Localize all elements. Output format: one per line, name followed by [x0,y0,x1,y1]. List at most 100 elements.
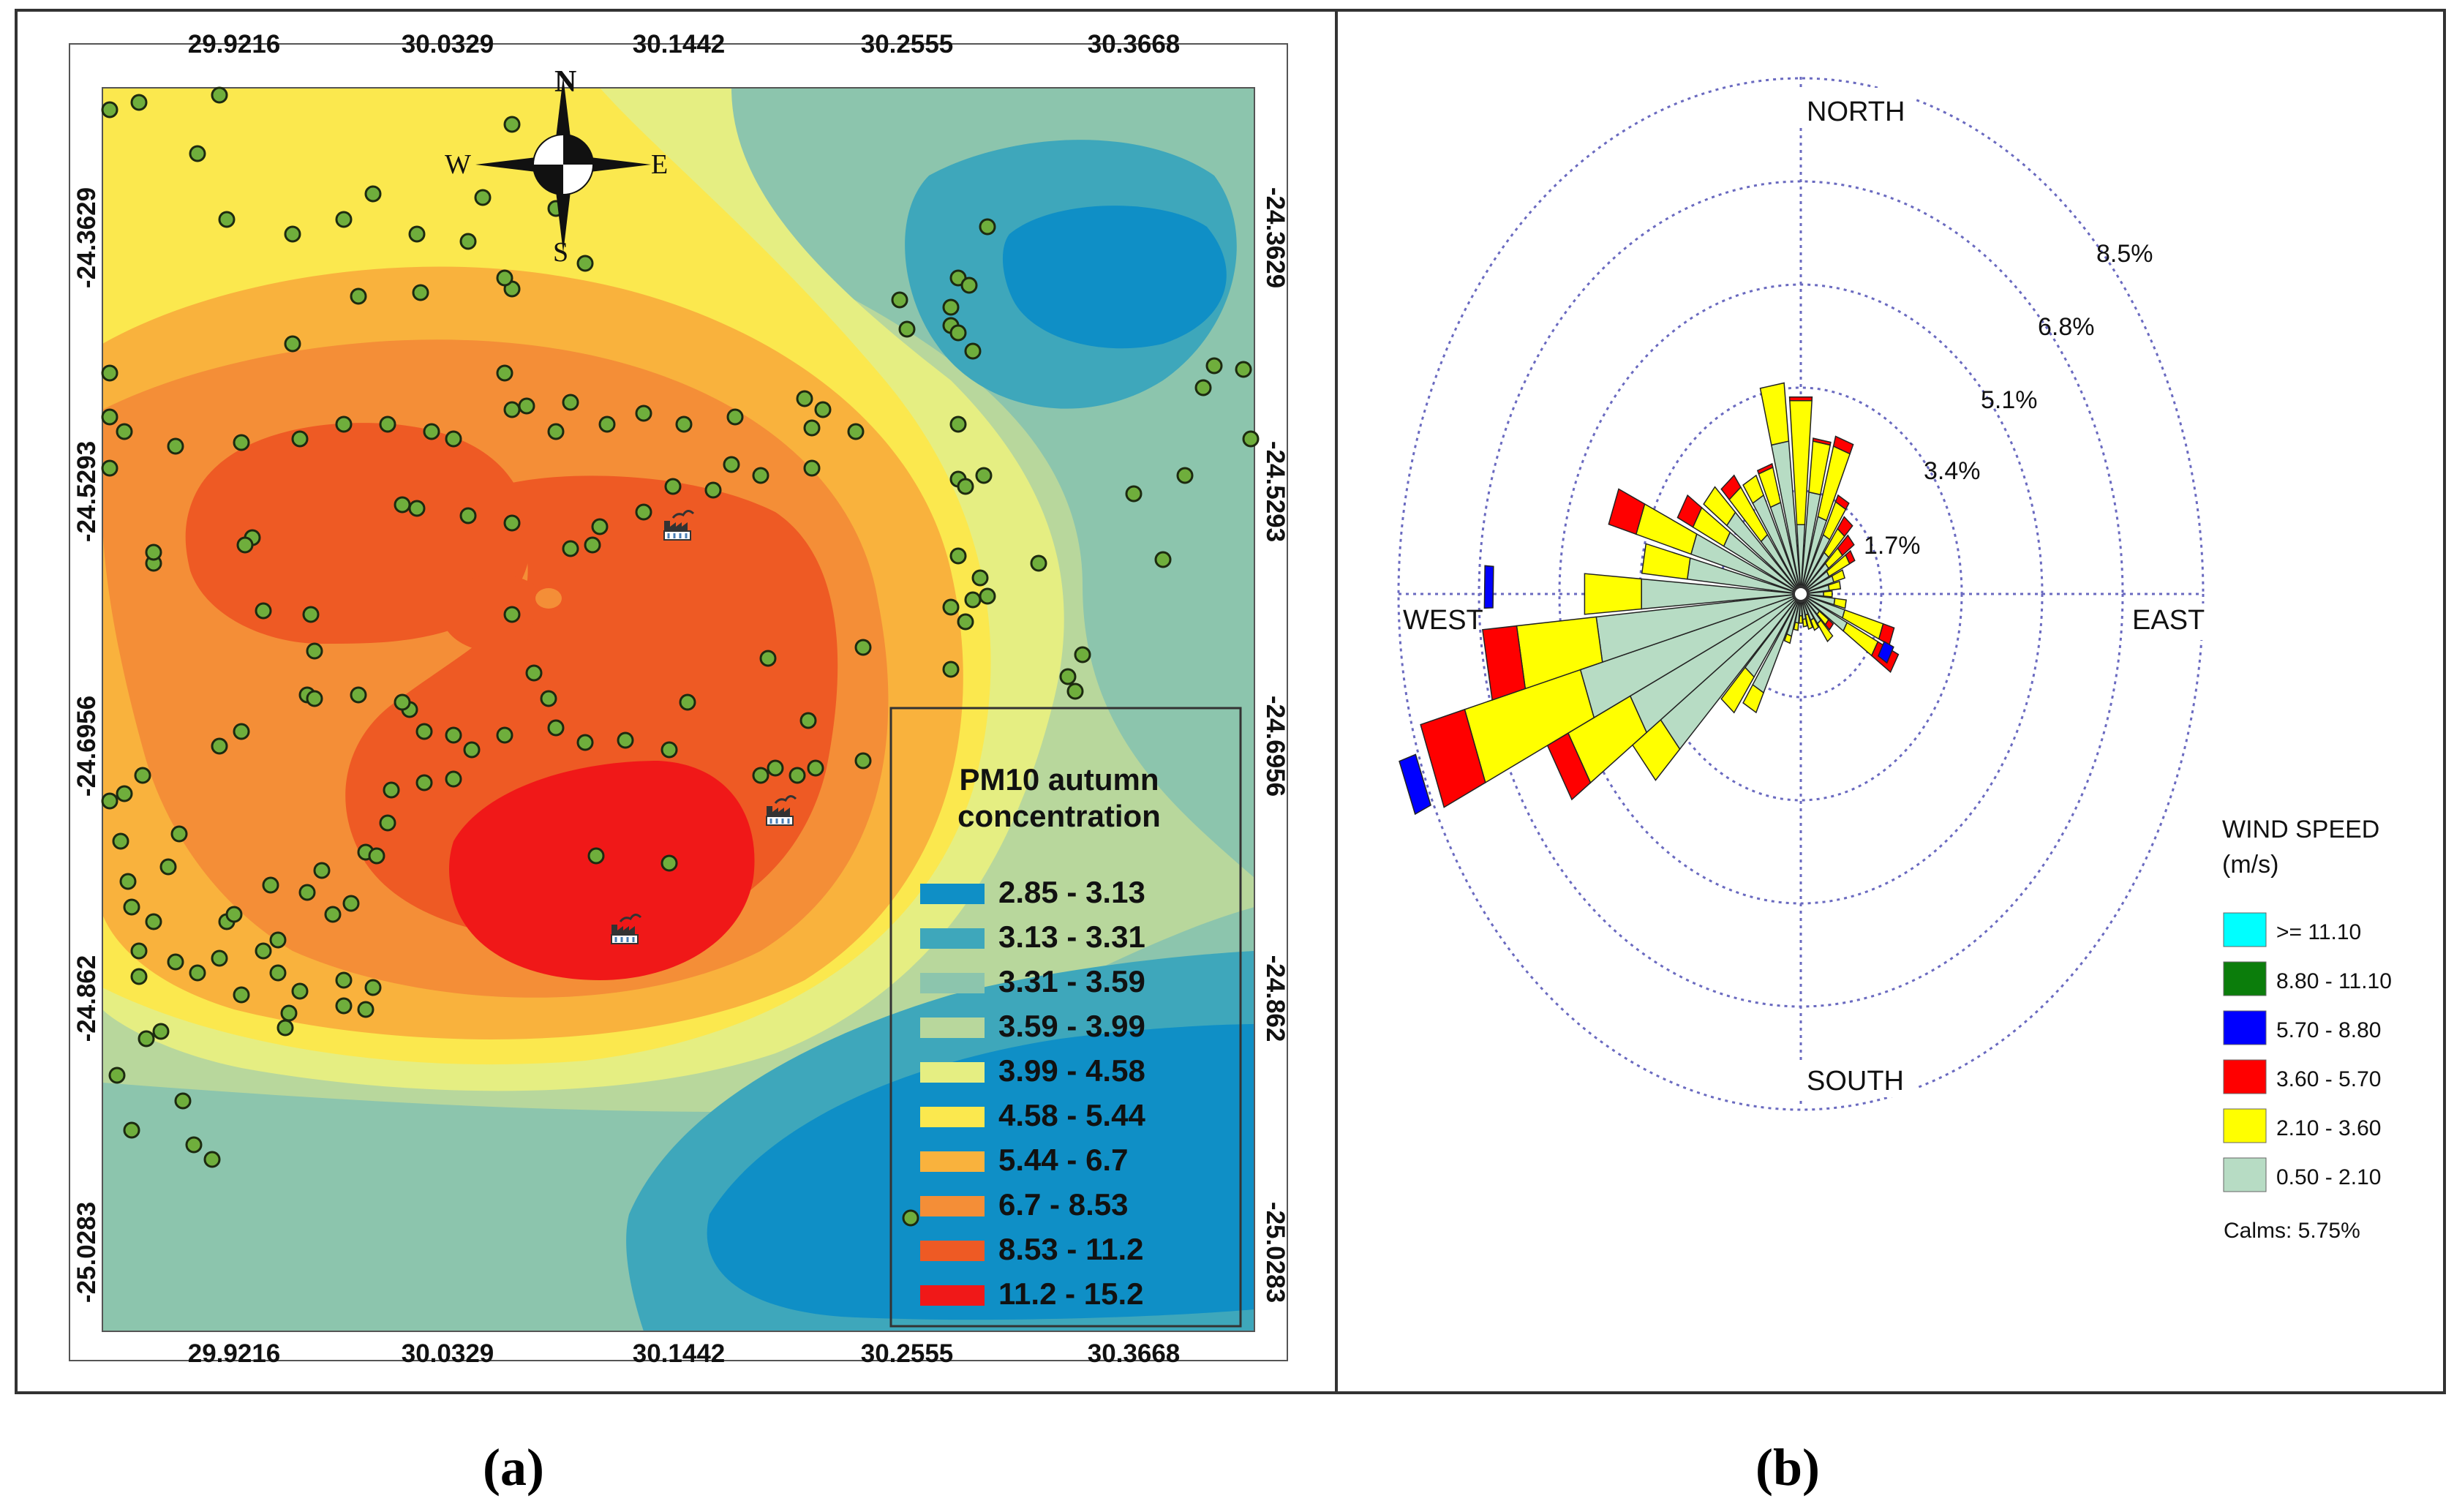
panel-b-wind-rose: NORTH SOUTH EAST WEST 1.7% 3.4% 5.1% 6.8% 8.… [1397,77,2392,1243]
x-tick-label: 30.3668 [1088,30,1181,59]
wind-rose-petal [1798,615,1804,624]
sampling-point [679,693,696,711]
sampling-point [474,189,492,206]
compass-arrow-west [475,156,549,173]
wind-rose-petal [1641,543,1691,580]
sampling-point [1030,554,1047,572]
wind-rose-petal [1824,618,1834,631]
sampling-point [964,342,982,360]
legend-label: 3.99 - 4.58 [998,1053,1145,1088]
legend-label: 11.2 - 15.2 [998,1276,1144,1311]
x-tick-label: 30.2555 [861,1339,954,1368]
sampling-point [587,847,605,865]
sampling-point [803,459,821,477]
wind-rose-petal [1703,486,1736,527]
sampling-point [445,430,462,448]
ring-label: 5.1% [1981,386,2038,414]
sampling-point [255,602,272,620]
sampling-point [211,737,228,755]
sampling-point [116,423,133,440]
sampling-point [298,884,316,901]
sampling-point [101,101,118,119]
x-tick-label: 30.3668 [1088,1339,1181,1368]
legend-label: 3.13 - 3.31 [998,919,1145,954]
y-tick-label: -24.3629 [1261,187,1290,288]
sampling-point [101,364,118,382]
y-tick-label: -25.0283 [1261,1202,1290,1303]
sampling-point [262,876,279,894]
wind-legend-swatch [2223,1108,2267,1143]
sampling-point [236,536,254,554]
wind-rose-petals [1399,382,1900,816]
wind-rose-petal [1833,598,1847,609]
sampling-points [101,86,1260,1227]
sampling-point [269,964,287,982]
wind-rose-petal [1804,613,1813,631]
sampling-point [189,145,206,162]
compass-arrow-east [578,156,651,173]
sampling-point [584,536,601,554]
sampling-point [170,825,188,843]
sampling-point [723,456,740,473]
x-tick-label: 29.9216 [188,1339,281,1368]
wind-rose-petal [1483,565,1494,609]
sampling-point [942,598,960,616]
sampling-point [123,898,140,916]
wind-rose-petal [1837,534,1855,557]
sampling-point [185,1136,203,1154]
sampling-point [617,731,634,749]
sampling-point [145,913,162,930]
sampling-point [503,401,521,418]
x-tick-label: 30.2555 [861,30,954,59]
ring-label: 6.8% [2038,313,2095,341]
zone-2-85-3-13-northeast [1002,206,1227,349]
wind-legend-label: 0.50 - 2.10 [2276,1165,2381,1189]
x-tick-label: 30.1442 [633,1339,726,1368]
legend-label: 2.85 - 3.13 [998,875,1145,909]
wind-legend-title: WIND SPEED [2222,816,2379,843]
compass-label-n: N [554,65,576,99]
direction-west: WEST [1403,605,1483,636]
x-axis-bottom: 29.9216 30.0329 30.1442 30.2555 30.3668 [188,1339,1181,1368]
sampling-point [445,770,462,788]
sampling-point [1235,361,1252,378]
wind-rose-petal [1759,382,1790,446]
wind-rose-petal [1823,590,1833,598]
label-bg [1799,1061,1916,1097]
x-tick-label: 29.9216 [188,30,281,59]
map-legend-title: PM10 autumn [959,762,1159,797]
sampling-point [342,895,360,912]
wind-rose-petal [1783,633,1793,644]
sampling-point [306,690,323,707]
sampling-point [313,862,331,879]
wind-rose-petal [1399,753,1431,816]
sampling-point [1154,551,1172,568]
sampling-point [130,968,148,985]
legend-label: 5.44 - 6.7 [998,1143,1128,1177]
wind-rose-petal [1832,435,1854,455]
y-tick-label: -24.862 [1261,955,1290,1042]
x-tick-label: 30.0329 [402,1339,494,1368]
wind-rose-petal [1584,573,1642,615]
wind-legend-label: 2.10 - 3.60 [2276,1116,2381,1140]
sampling-point [496,364,513,382]
y-axis-right: -24.3629 -24.5293 -24.6956 -24.862 -25.0283 [1261,187,1290,1303]
legend-label: 3.59 - 3.99 [998,1009,1145,1043]
sampling-point [335,997,353,1015]
map-legend: PM10 autumn concentration 2.85 - 3.13 3.1… [889,707,1242,1328]
sampling-point [463,741,481,759]
zone-8-53-11-2-bridge [446,575,541,652]
sampling-point [119,873,137,890]
sampling-point [1194,379,1212,396]
wind-rose-center [1792,585,1810,603]
sampling-point [503,606,521,623]
sampling-point [898,320,916,338]
y-tick-label: -25.0283 [72,1202,101,1303]
sampling-point [101,408,118,426]
sampling-point [525,664,543,682]
sampling-point [635,405,652,422]
sampling-point [518,397,535,415]
sampling-point [233,986,250,1004]
label-bg [1799,88,1916,124]
wind-legend-swatch [2223,1010,2267,1045]
